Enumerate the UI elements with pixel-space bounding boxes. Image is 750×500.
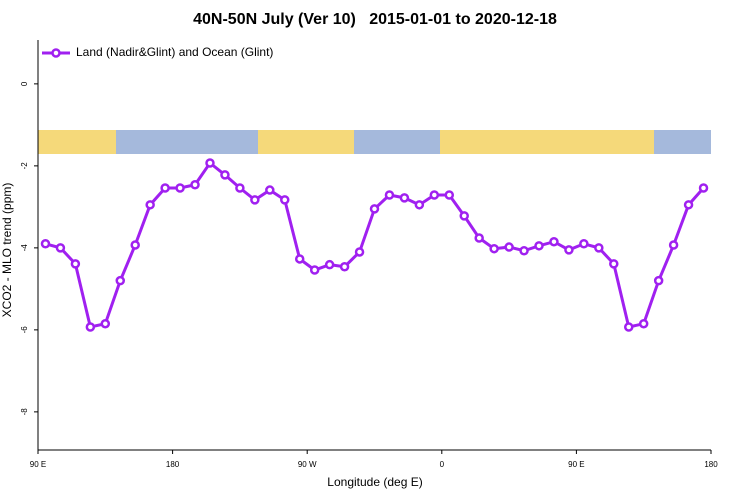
point xyxy=(549,236,559,247)
point xyxy=(55,243,66,253)
chart-title: 40N-50N July (Ver 10) 2015-01-01 to 2020… xyxy=(193,11,557,28)
legend-marker xyxy=(51,48,61,58)
point xyxy=(369,204,380,214)
point xyxy=(594,243,604,253)
point xyxy=(489,243,499,254)
point xyxy=(280,195,290,205)
point xyxy=(265,185,275,195)
point xyxy=(175,183,185,193)
y-tick-label: -6 xyxy=(20,326,29,334)
series-line xyxy=(45,160,705,329)
point xyxy=(609,259,619,269)
point xyxy=(250,195,260,205)
y-axis-label: XCO2 - MLO trend (ppm) xyxy=(0,183,14,318)
point xyxy=(429,190,440,200)
point xyxy=(534,241,544,251)
point xyxy=(579,239,589,249)
land-band xyxy=(440,130,654,154)
point xyxy=(668,240,679,250)
legend-label: Land (Nadir&Glint) and Ocean (Glint) xyxy=(76,45,273,59)
point xyxy=(115,275,126,286)
point xyxy=(519,245,529,256)
point xyxy=(339,261,350,272)
point xyxy=(623,322,634,332)
point xyxy=(130,240,140,250)
point xyxy=(564,245,574,255)
point xyxy=(145,200,155,210)
point xyxy=(220,170,230,180)
land-band xyxy=(38,130,116,154)
point xyxy=(100,318,111,329)
x-tick-label: 0 xyxy=(440,460,445,469)
point xyxy=(235,183,245,193)
point xyxy=(294,254,305,264)
x-tick-label: 90 W xyxy=(298,460,317,469)
y-tick-label: -8 xyxy=(20,408,29,416)
point xyxy=(324,259,335,270)
point xyxy=(160,183,170,193)
point xyxy=(698,183,709,193)
x-tick-label: 90 E xyxy=(30,460,46,469)
y-tick-label: 0 xyxy=(20,81,29,86)
point xyxy=(384,190,395,200)
x-axis-label: Longitude (deg E) xyxy=(327,475,422,489)
point xyxy=(638,318,649,329)
point xyxy=(474,233,484,243)
point xyxy=(444,190,455,200)
x-tick-label: 180 xyxy=(704,460,718,469)
point xyxy=(85,322,96,332)
y-tick-label: -4 xyxy=(20,244,29,252)
point xyxy=(40,239,51,249)
map-strip xyxy=(38,130,711,154)
y-tick-label: -2 xyxy=(20,162,29,170)
point xyxy=(354,247,365,257)
point xyxy=(70,259,81,269)
point xyxy=(190,179,200,190)
point xyxy=(309,265,320,275)
land-band xyxy=(258,130,354,154)
point xyxy=(205,158,215,168)
point xyxy=(683,200,694,210)
point xyxy=(459,211,469,221)
x-tick-label: 90 E xyxy=(568,460,584,469)
point xyxy=(414,200,425,210)
point xyxy=(653,275,664,286)
point xyxy=(504,242,514,252)
point xyxy=(399,193,410,203)
x-tick-label: 180 xyxy=(166,460,180,469)
